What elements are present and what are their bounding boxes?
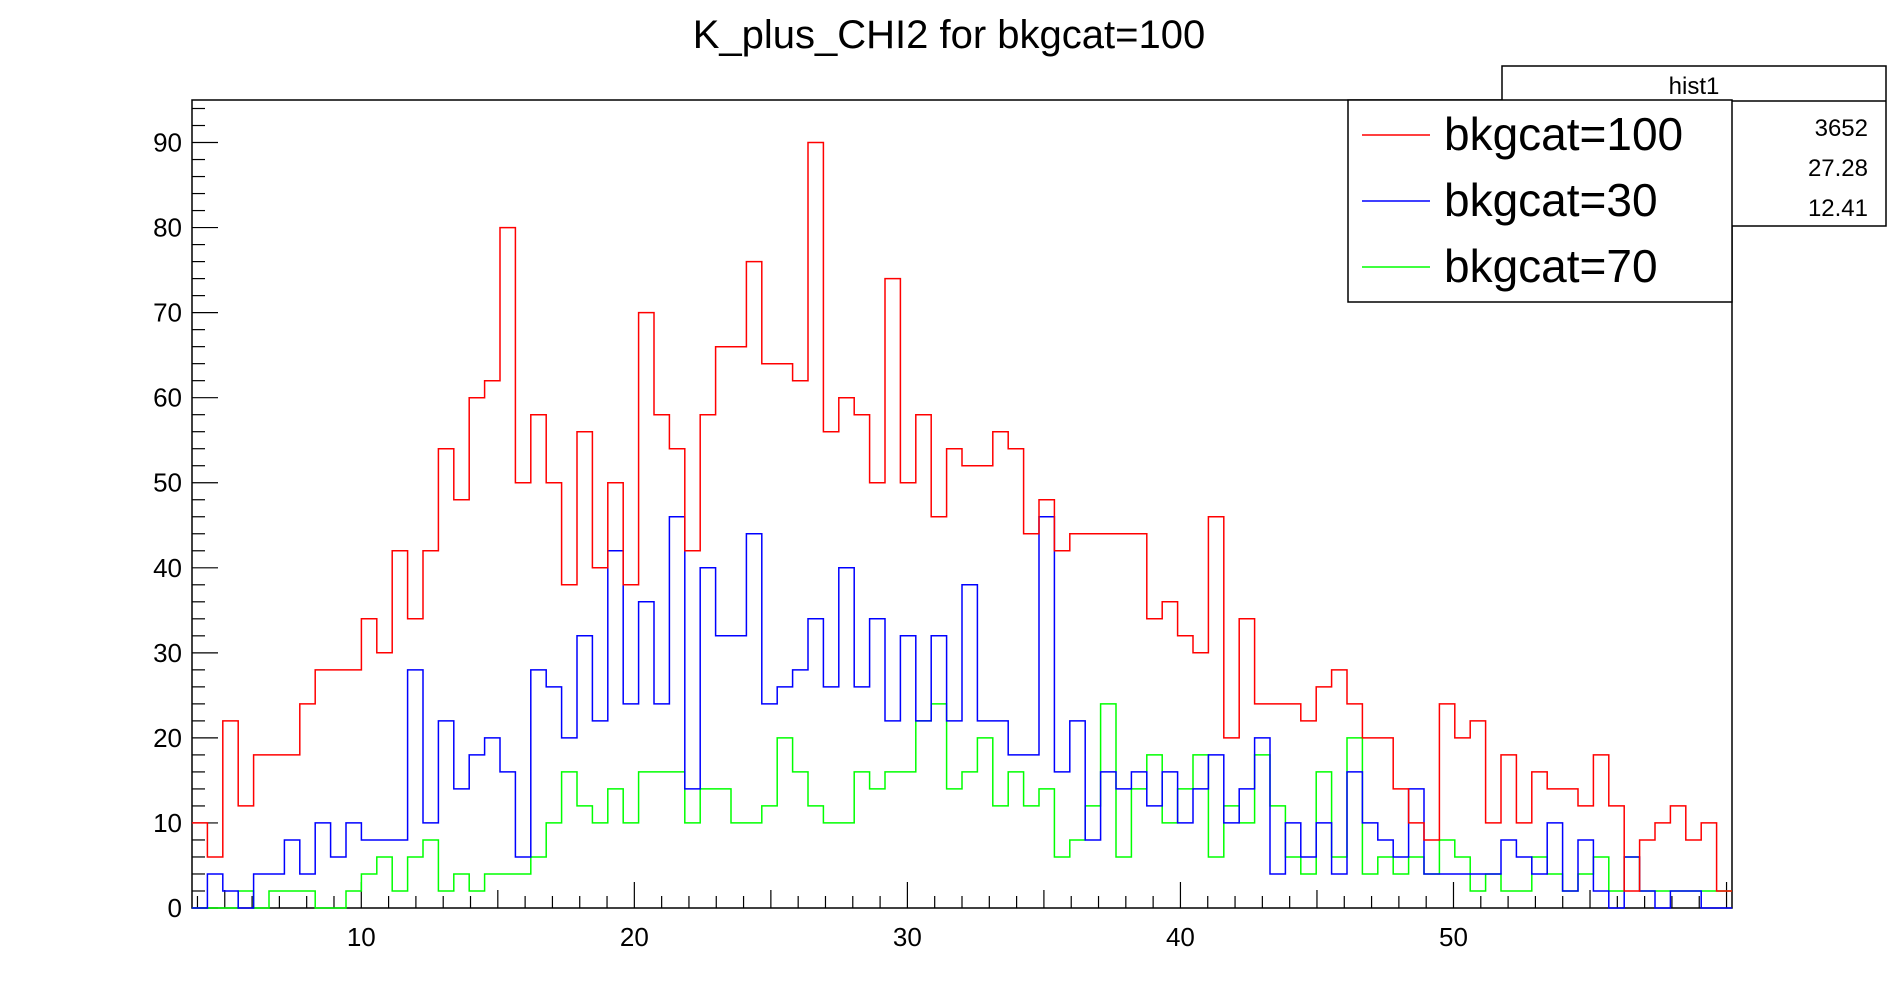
- y-tick-label: 10: [153, 808, 182, 838]
- legend: bkgcat=100 bkgcat=30 bkgcat=70: [1347, 99, 1733, 303]
- series-line-bkgcat-30: [192, 516, 1732, 909]
- x-tick-label: 20: [620, 922, 649, 952]
- legend-label-bkgcat-30: bkgcat=30: [1444, 174, 1658, 226]
- legend-label-bkgcat-70: bkgcat=70: [1444, 240, 1658, 292]
- stats-value-mean: 27.28: [1808, 155, 1868, 182]
- x-tick-label: 10: [347, 922, 376, 952]
- y-axis: 0 10 20 30 40 50 60 70 80 90: [153, 107, 218, 923]
- x-tick-label: 40: [1166, 922, 1195, 952]
- stats-box-name: hist1: [1669, 73, 1720, 100]
- series-line-bkgcat-70: [192, 703, 1732, 909]
- y-tick-label: 90: [153, 128, 182, 158]
- stats-value-entries: 3652: [1815, 115, 1868, 142]
- x-tick-label: 50: [1439, 922, 1468, 952]
- y-tick-label: 80: [153, 213, 182, 243]
- y-tick-label: 70: [153, 298, 182, 328]
- y-tick-label: 0: [168, 893, 182, 923]
- series-layer: [192, 141, 1732, 909]
- y-tick-label: 40: [153, 553, 182, 583]
- y-tick-label: 30: [153, 638, 182, 668]
- y-tick-label: 20: [153, 723, 182, 753]
- stats-value-stddev: 12.41: [1808, 195, 1868, 222]
- x-tick-label: 30: [893, 922, 922, 952]
- y-tick-label: 50: [153, 468, 182, 498]
- chart-title: K_plus_CHI2 for bkgcat=100: [693, 13, 1206, 57]
- y-tick-label: 60: [153, 383, 182, 413]
- x-axis: 10 20 30 40 50: [196, 882, 1728, 952]
- series-line-bkgcat-100: [192, 141, 1732, 892]
- legend-label-bkgcat-100: bkgcat=100: [1444, 108, 1683, 160]
